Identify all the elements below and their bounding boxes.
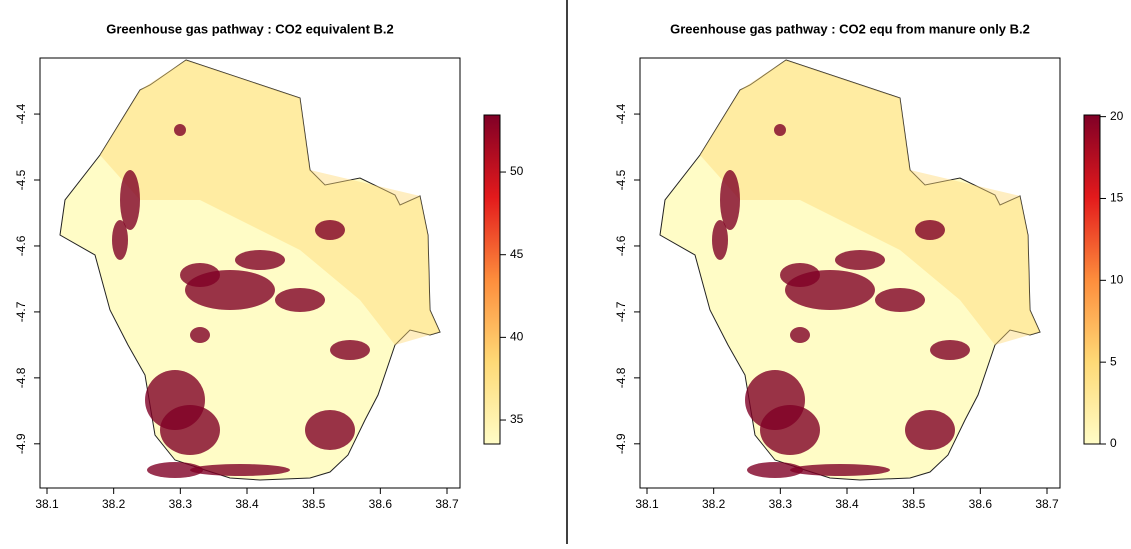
panel-title: Greenhouse gas pathway : CO2 equivalent …	[106, 21, 394, 36]
hotspot	[235, 250, 285, 270]
y-tick-label: -4.8	[14, 367, 28, 388]
hotspot	[330, 340, 370, 360]
y-tick-label: -4.9	[614, 433, 628, 454]
x-tick-label: 38.4	[835, 497, 859, 511]
colorbar	[1084, 115, 1100, 444]
hotspot	[790, 464, 890, 476]
x-tick-label: 38.3	[169, 497, 193, 511]
x-tick-label: 38.7	[435, 497, 459, 511]
colorbar-tick-label: 10	[1110, 272, 1124, 286]
hotspot	[790, 327, 810, 343]
raster-map	[660, 60, 1040, 480]
y-tick-label: -4.8	[614, 367, 628, 388]
y-tick-label: -4.7	[614, 301, 628, 322]
hotspot	[780, 263, 820, 287]
colorbar-tick-label: 5	[1110, 354, 1117, 368]
x-tick-label: 38.6	[369, 497, 393, 511]
colorbar	[484, 115, 500, 444]
y-tick-label: -4.5	[14, 169, 28, 190]
hotspot	[915, 220, 945, 240]
hotspot	[930, 340, 970, 360]
hotspot	[174, 124, 186, 136]
colorbar-tick-label: 20	[1110, 109, 1124, 123]
hotspot	[120, 170, 140, 230]
hotspot	[774, 124, 786, 136]
hotspot	[190, 464, 290, 476]
x-tick-label: 38.7	[1035, 497, 1059, 511]
hotspot	[275, 288, 325, 312]
hotspot	[760, 405, 820, 455]
colorbar-tick-label: 45	[510, 247, 524, 261]
raster-map	[60, 60, 440, 480]
x-tick-label: 38.6	[969, 497, 993, 511]
y-tick-label: -4.7	[14, 301, 28, 322]
hotspot	[315, 220, 345, 240]
colorbar-tick-label: 50	[510, 164, 524, 178]
colorbar-tick-label: 35	[510, 412, 524, 426]
y-tick-label: -4.6	[14, 235, 28, 256]
hotspot	[180, 263, 220, 287]
x-tick-label: 38.1	[35, 497, 59, 511]
y-tick-label: -4.4	[14, 103, 28, 124]
x-tick-label: 38.3	[769, 497, 793, 511]
hotspot	[712, 220, 728, 260]
hotspot	[835, 250, 885, 270]
y-tick-label: -4.4	[614, 103, 628, 124]
x-tick-label: 38.2	[702, 497, 726, 511]
x-tick-label: 38.2	[102, 497, 126, 511]
hotspot	[305, 410, 355, 450]
figure: Greenhouse gas pathway : CO2 equivalent …	[0, 0, 1131, 544]
hotspot	[112, 220, 128, 260]
y-tick-label: -4.6	[614, 235, 628, 256]
hotspot	[875, 288, 925, 312]
hotspot	[720, 170, 740, 230]
colorbar-tick-label: 15	[1110, 191, 1124, 205]
x-tick-label: 38.5	[302, 497, 326, 511]
x-tick-label: 38.5	[902, 497, 926, 511]
x-tick-label: 38.4	[235, 497, 259, 511]
hotspot	[905, 410, 955, 450]
hotspot	[190, 327, 210, 343]
hotspot	[160, 405, 220, 455]
x-tick-label: 38.1	[635, 497, 659, 511]
colorbar-tick-label: 0	[1110, 436, 1117, 450]
y-tick-label: -4.5	[614, 169, 628, 190]
colorbar-tick-label: 40	[510, 330, 524, 344]
y-tick-label: -4.9	[14, 433, 28, 454]
panel-title: Greenhouse gas pathway : CO2 equ from ma…	[670, 21, 1030, 36]
